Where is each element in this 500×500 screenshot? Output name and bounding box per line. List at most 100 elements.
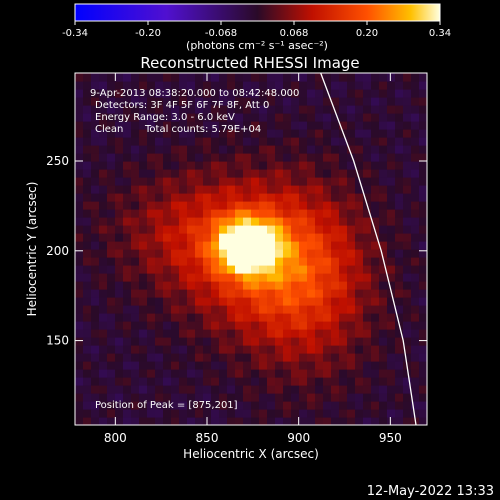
heatmap-cell xyxy=(387,169,396,178)
heatmap-cell xyxy=(291,97,300,106)
heatmap-cell xyxy=(283,161,292,170)
heatmap-cell xyxy=(323,289,332,298)
heatmap-cell xyxy=(147,313,156,322)
heatmap-cell xyxy=(275,257,284,266)
heatmap-cell xyxy=(155,89,164,98)
heatmap-cell xyxy=(99,145,108,154)
heatmap-cell xyxy=(291,201,300,210)
heatmap-cell xyxy=(291,81,300,90)
heatmap-cell xyxy=(251,129,260,138)
heatmap-cell xyxy=(131,81,140,90)
heatmap-cell xyxy=(171,369,180,378)
heatmap-cell xyxy=(371,313,380,322)
heatmap-cell xyxy=(147,145,156,154)
heatmap-cell xyxy=(379,337,388,346)
heatmap-cell xyxy=(115,89,124,98)
heatmap-cell xyxy=(315,329,324,338)
heatmap-cell xyxy=(131,257,140,266)
heatmap-cell xyxy=(395,393,404,402)
heatmap-cell xyxy=(331,265,340,274)
heatmap-cell xyxy=(331,81,340,90)
heatmap-cell xyxy=(179,153,188,162)
heatmap-cell xyxy=(267,81,276,90)
heatmap-cell xyxy=(299,305,308,314)
heatmap-cell xyxy=(99,89,108,98)
heatmap-cell xyxy=(331,329,340,338)
heatmap-cell xyxy=(299,249,308,258)
heatmap-cell xyxy=(139,321,148,330)
heatmap-cell xyxy=(387,297,396,306)
heatmap-cell xyxy=(131,409,140,418)
heatmap-cell xyxy=(163,393,172,402)
heatmap-cell xyxy=(251,89,260,98)
heatmap-cell xyxy=(299,393,308,402)
heatmap-cell xyxy=(283,329,292,338)
heatmap-cell xyxy=(347,249,356,258)
heatmap-cell xyxy=(155,353,164,362)
heatmap-cell xyxy=(403,105,412,114)
heatmap-cell xyxy=(107,401,116,410)
heatmap-cell xyxy=(75,137,84,146)
heatmap-cell xyxy=(411,81,420,90)
heatmap-cell xyxy=(331,217,340,226)
heatmap-cell xyxy=(187,257,196,266)
heatmap-cell xyxy=(379,361,388,370)
heatmap-cell xyxy=(187,401,196,410)
heatmap-cell xyxy=(83,297,92,306)
heatmap-cell xyxy=(347,345,356,354)
heatmap-cell xyxy=(227,281,236,290)
heatmap-cell xyxy=(235,193,244,202)
heatmap-cell xyxy=(355,169,364,178)
heatmap-cell xyxy=(83,217,92,226)
heatmap-cell xyxy=(331,321,340,330)
heatmap-cell xyxy=(179,121,188,130)
heatmap-cell xyxy=(195,353,204,362)
heatmap-cell xyxy=(171,97,180,106)
heatmap-cell xyxy=(203,105,212,114)
heatmap-cell xyxy=(195,177,204,186)
heatmap-cell xyxy=(339,281,348,290)
heatmap-cell xyxy=(331,233,340,242)
heatmap-cell xyxy=(179,385,188,394)
heatmap-cell xyxy=(259,297,268,306)
heatmap-cell xyxy=(171,345,180,354)
heatmap-cell xyxy=(355,233,364,242)
heatmap-cell xyxy=(123,273,132,282)
heatmap-cell xyxy=(115,353,124,362)
heatmap-cell xyxy=(123,137,132,146)
heatmap-cell xyxy=(187,121,196,130)
heatmap-cell xyxy=(355,257,364,266)
heatmap-cell xyxy=(419,305,427,314)
heatmap-cell xyxy=(411,401,420,410)
heatmap-cell xyxy=(195,361,204,370)
heatmap-cell xyxy=(267,265,276,274)
heatmap-cell xyxy=(291,409,300,418)
heatmap-cell xyxy=(147,257,156,266)
heatmap-cell xyxy=(275,185,284,194)
heatmap-cell xyxy=(155,377,164,386)
heatmap-cell xyxy=(227,289,236,298)
heatmap-cell xyxy=(219,105,228,114)
heatmap-cell xyxy=(355,305,364,314)
heatmap-cell xyxy=(211,121,220,130)
heatmap-cell xyxy=(195,105,204,114)
heatmap-cell xyxy=(355,97,364,106)
heatmap-cell xyxy=(307,321,316,330)
heatmap-cell xyxy=(83,321,92,330)
heatmap-cell xyxy=(291,273,300,282)
heatmap-cell xyxy=(299,73,308,82)
heatmap-cell xyxy=(339,193,348,202)
heatmap-cell xyxy=(411,305,420,314)
heatmap-cell xyxy=(339,153,348,162)
heatmap-cell xyxy=(259,81,268,90)
colorbar-tick-label: -0.20 xyxy=(135,28,161,39)
heatmap-cell xyxy=(83,105,92,114)
heatmap-cell xyxy=(275,161,284,170)
heatmap-cell xyxy=(395,417,404,425)
heatmap-cell xyxy=(251,201,260,210)
heatmap-cell xyxy=(115,81,124,90)
heatmap-cell xyxy=(379,321,388,330)
heatmap-cell xyxy=(91,145,100,154)
heatmap-cell xyxy=(419,345,427,354)
heatmap-cell xyxy=(107,337,116,346)
